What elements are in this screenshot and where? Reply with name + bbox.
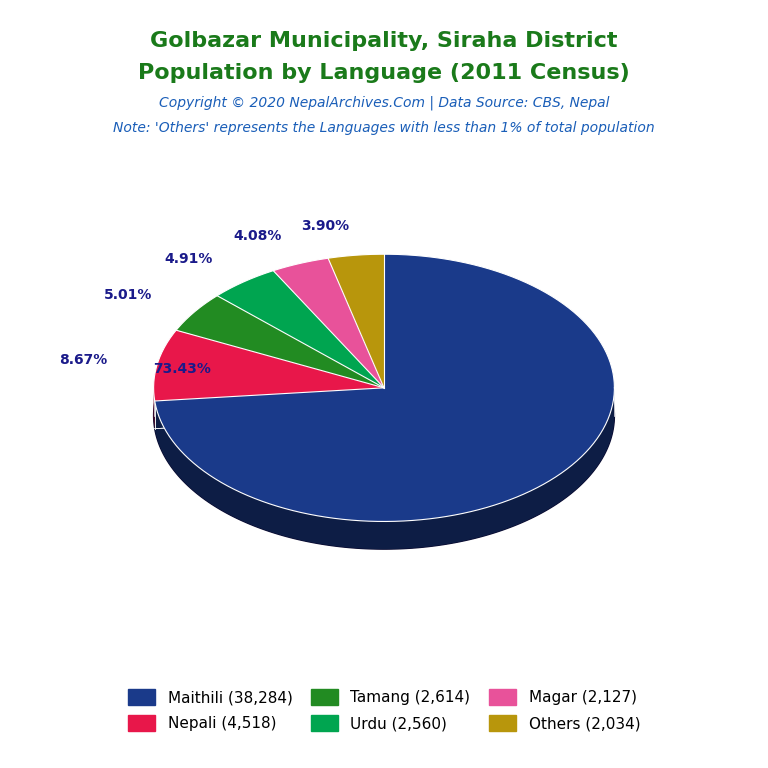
- Polygon shape: [154, 282, 614, 549]
- Text: Copyright © 2020 NepalArchives.Com | Data Source: CBS, Nepal: Copyright © 2020 NepalArchives.Com | Dat…: [159, 95, 609, 110]
- Polygon shape: [217, 270, 384, 388]
- Text: 73.43%: 73.43%: [154, 362, 211, 376]
- Legend: Maithili (38,284), Nepali (4,518), Tamang (2,614), Urdu (2,560), Magar (2,127), : Maithili (38,284), Nepali (4,518), Taman…: [121, 683, 647, 737]
- Polygon shape: [154, 389, 614, 549]
- Text: 4.91%: 4.91%: [164, 252, 213, 266]
- Text: Golbazar Municipality, Siraha District: Golbazar Municipality, Siraha District: [151, 31, 617, 51]
- Polygon shape: [154, 330, 384, 401]
- Text: Note: 'Others' represents the Languages with less than 1% of total population: Note: 'Others' represents the Languages …: [113, 121, 655, 134]
- Text: 3.90%: 3.90%: [302, 219, 349, 233]
- Polygon shape: [176, 296, 384, 388]
- Text: 8.67%: 8.67%: [59, 353, 107, 366]
- Polygon shape: [154, 254, 614, 521]
- Polygon shape: [273, 258, 384, 388]
- Text: Population by Language (2011 Census): Population by Language (2011 Census): [138, 63, 630, 83]
- Text: 4.08%: 4.08%: [233, 229, 282, 243]
- Polygon shape: [328, 254, 384, 388]
- Text: 5.01%: 5.01%: [104, 288, 153, 303]
